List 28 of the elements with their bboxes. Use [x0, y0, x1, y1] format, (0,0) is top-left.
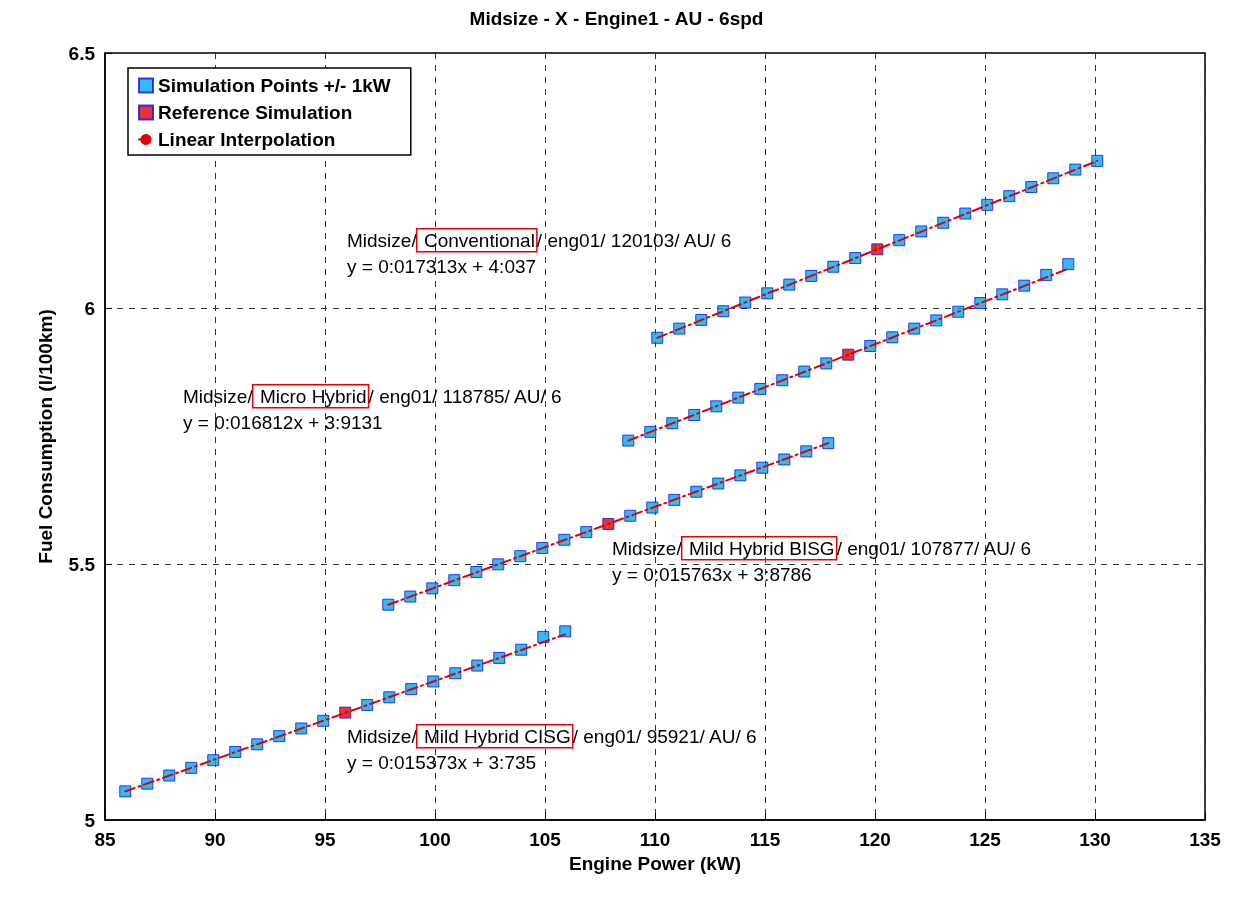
- point: [602, 517, 615, 530]
- x-tick-label: 110: [639, 829, 671, 850]
- y-axis-title: Fuel Consumption (l/100km): [35, 309, 56, 564]
- chart-title: Midsize - X - Engine1 - AU - 6spd: [469, 8, 764, 29]
- point: [842, 348, 855, 361]
- x-tick-label: 120: [859, 829, 891, 850]
- x-tick-label: 90: [204, 829, 226, 850]
- y-tick-label: 6.5: [68, 42, 96, 64]
- y-tick-label: 5: [84, 809, 96, 831]
- point: [339, 706, 352, 719]
- legend-label: Reference Simulation: [158, 102, 353, 123]
- x-tick-label: 85: [94, 829, 116, 850]
- x-tick-label: 115: [749, 829, 781, 850]
- x-axis-title: Engine Power (kW): [568, 852, 742, 874]
- legend-label: Simulation Points +/- 1kW: [158, 75, 391, 96]
- y-tick-label: 5.5: [68, 553, 96, 575]
- x-tick-label: 135: [1189, 829, 1222, 850]
- text: Midsize/ Mild Hybrid CISG/ eng01/ 95921/ AU/ 6 y = 0:015373x + 3:735: [347, 725, 757, 773]
- y-tick-label: 6: [84, 298, 95, 320]
- annotation: Midsize/ Conventional/ eng01/ 120103/ AU/ 6 y = 0:017313x + 4:037: [347, 229, 732, 277]
- x-tick-label: 95: [314, 829, 336, 850]
- text: Midsize/ Mild Hybrid BISG/ eng01/ 107877/ AU/ 6 y = 0:015763x + 3:8786: [612, 537, 1032, 585]
- x-tick-label: 125: [969, 829, 1002, 850]
- legend-label: Linear Interpolation: [158, 129, 336, 150]
- x-tick-label: 130: [1079, 829, 1111, 850]
- point: [871, 243, 884, 256]
- x-tick-label: 105: [529, 829, 562, 850]
- x-tick-label: 100: [419, 829, 451, 850]
